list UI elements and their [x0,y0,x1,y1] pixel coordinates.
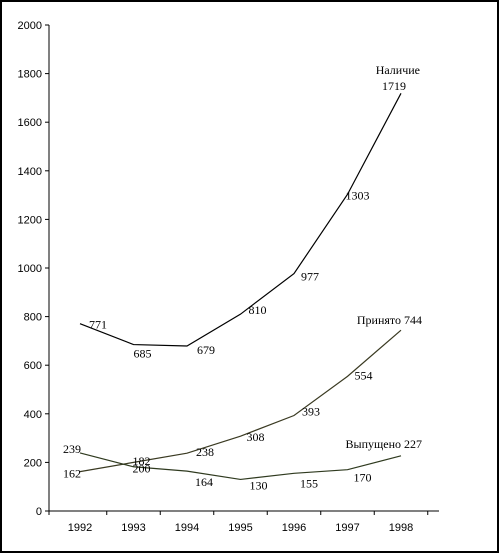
y-tick-label: 1800 [18,69,42,81]
series-end-label: Наличие [376,63,420,77]
y-tick-label: 200 [24,457,42,469]
x-tick-label: 1994 [175,522,199,534]
data-label: 164 [195,475,213,489]
data-label: 162 [63,467,81,481]
series-line-0 [79,93,402,347]
y-tick-label: 1600 [18,117,42,129]
x-tick-label: 1997 [335,522,359,534]
series-end-label: Выпущено 227 [346,437,422,451]
x-tick-label: 1995 [228,522,252,534]
x-tick-label: 1992 [68,522,92,534]
series-line-1 [79,329,402,473]
data-label: 771 [89,318,107,332]
data-label: 393 [302,405,320,419]
data-labels: 771 685 679 810 977 1303 162 200 238 308 393 554 239… [63,63,422,492]
data-label: 977 [301,270,319,284]
data-label: 239 [63,442,81,456]
y-tick-label: 2000 [18,20,42,32]
data-label: 170 [354,471,372,485]
data-label: 238 [196,445,214,459]
data-label: 554 [355,368,373,382]
data-label: 155 [300,476,318,490]
series-end-value-label: 1719 [382,79,406,93]
y-tick-label: 800 [24,312,42,324]
axes: 0 200 400 600 800 1000 1200 1400 1600 1800 2000 199… [18,20,439,534]
y-tick-label: 1000 [18,263,42,275]
y-tick-label: 400 [24,409,42,421]
series-line-2 [79,452,402,481]
data-label: 200 [133,461,151,475]
x-tick-label: 1996 [282,522,306,534]
data-label: 810 [249,303,267,317]
series-layer [79,93,402,481]
data-label: 130 [250,478,268,492]
y-tick-label: 600 [24,360,42,372]
data-label: 182 [133,454,151,468]
data-label: 685 [134,347,152,361]
y-tick-label: 1200 [18,214,42,226]
data-label: 679 [197,343,215,357]
series-end-label: Принято 744 [357,313,422,327]
data-label: 1303 [346,188,370,202]
y-tick-label: 0 [36,506,42,518]
data-label: 308 [247,430,265,444]
y-tick-label: 1400 [18,166,42,178]
x-tick-label: 1993 [121,522,145,534]
x-tick-label: 1998 [389,522,413,534]
